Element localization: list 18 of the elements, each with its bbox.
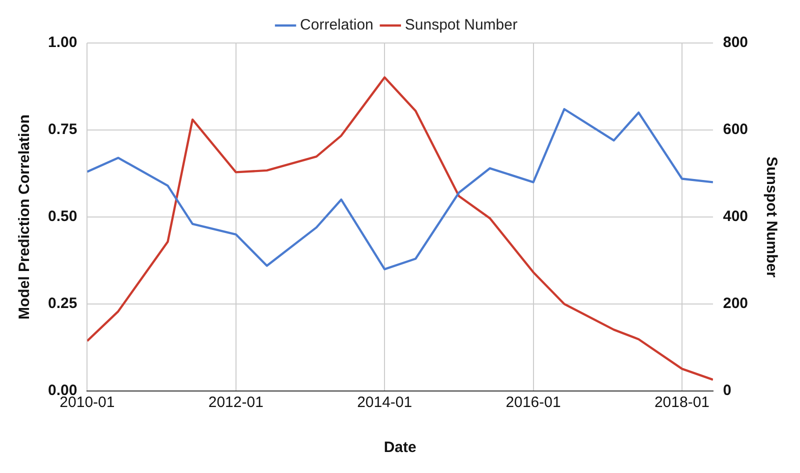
x-tick-label: 2012-01: [208, 394, 264, 412]
y2-tick-label: 0: [722, 382, 732, 400]
y-tick-label: 0.75: [48, 121, 78, 138]
legend-label: Correlation: [300, 16, 374, 34]
x-tick-label: 2014-01: [357, 394, 412, 412]
x-tick-label: 2018-01: [654, 394, 710, 412]
x-tick-label: 2016-01: [506, 394, 561, 412]
y2-tick-label: 200: [722, 295, 748, 312]
y2-tick-label: 800: [722, 34, 748, 52]
y-tick-label: 0.25: [48, 295, 78, 312]
legend-label: Sunspot Number: [404, 16, 518, 34]
y2-tick-label: 600: [722, 121, 748, 138]
y2-axis-title: Sunspot Number: [762, 156, 780, 278]
y-tick-label: 1.00: [48, 34, 78, 52]
y-axis-title: Model Prediction Correlation: [16, 114, 34, 320]
x-axis-title: Date: [384, 439, 416, 456]
y-tick-label: 0.50: [48, 208, 78, 226]
y2-tick-label: 400: [722, 208, 748, 226]
